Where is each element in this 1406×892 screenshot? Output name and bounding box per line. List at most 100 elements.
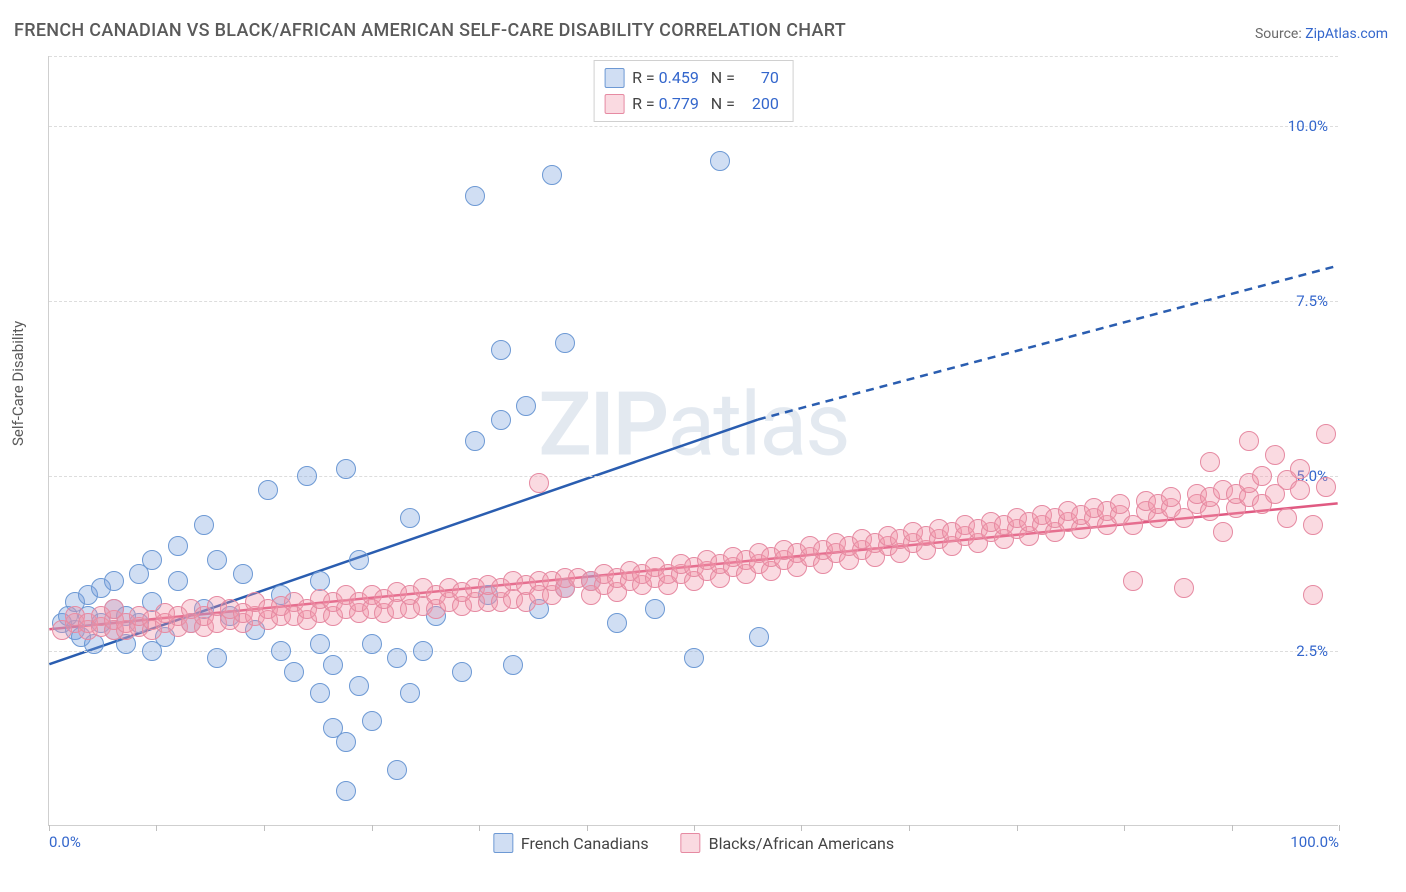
legend-swatch	[493, 833, 513, 853]
legend-swatch	[604, 94, 624, 114]
data-point	[684, 648, 704, 668]
trend-line-extrapolated	[758, 266, 1338, 420]
data-point	[1316, 477, 1336, 497]
data-point	[323, 655, 343, 675]
data-point	[387, 760, 407, 780]
data-point	[1316, 424, 1336, 444]
data-point	[271, 641, 291, 661]
source-prefix: Source:	[1255, 26, 1305, 42]
data-point	[452, 662, 472, 682]
data-point	[503, 655, 523, 675]
data-point	[142, 550, 162, 570]
y-tick-label: 10.0%	[1288, 117, 1328, 135]
data-point	[349, 676, 369, 696]
data-point	[362, 711, 382, 731]
data-point	[491, 340, 511, 360]
x-tick-mark	[801, 825, 802, 831]
x-tick-mark	[479, 825, 480, 831]
data-point	[310, 634, 330, 654]
data-point	[104, 571, 124, 591]
x-tick-mark	[587, 825, 588, 831]
data-point	[645, 599, 665, 619]
data-point	[1110, 494, 1130, 514]
data-point	[1290, 480, 1310, 500]
gridline	[49, 301, 1338, 302]
x-tick-mark	[694, 825, 695, 831]
x-tick-label: 100.0%	[1290, 833, 1339, 851]
data-point	[1161, 487, 1181, 507]
x-tick-mark	[372, 825, 373, 831]
legend-label: Blacks/African Americans	[709, 834, 895, 853]
data-point	[1200, 452, 1220, 472]
data-point	[1252, 466, 1272, 486]
data-point	[297, 466, 317, 486]
data-point	[310, 683, 330, 703]
watermark-bold: ZIP	[538, 374, 667, 477]
data-point	[1239, 431, 1259, 451]
x-tick-label: 0.0%	[49, 833, 81, 851]
x-tick-mark	[264, 825, 265, 831]
chart-title: FRENCH CANADIAN VS BLACK/AFRICAN AMERICA…	[14, 20, 846, 41]
legend-item: Blacks/African Americans	[681, 833, 895, 853]
legend-series: French Canadians Blacks/African Americans	[493, 833, 894, 853]
plot-area: ZIPatlas R = 0.459 N = 70R = 0.779 N = 2…	[48, 56, 1338, 826]
data-point	[387, 648, 407, 668]
data-point	[168, 536, 188, 556]
data-point	[749, 627, 769, 647]
data-point	[465, 186, 485, 206]
x-tick-mark	[1232, 825, 1233, 831]
x-tick-mark	[156, 825, 157, 831]
gridline	[49, 56, 1338, 57]
data-point	[491, 410, 511, 430]
data-point	[258, 480, 278, 500]
watermark-rest: atlas	[667, 374, 848, 477]
data-point	[1290, 459, 1310, 479]
source-link[interactable]: ZipAtlas.com	[1305, 26, 1388, 42]
x-tick-mark	[49, 825, 50, 831]
x-tick-mark	[909, 825, 910, 831]
x-tick-mark	[1339, 825, 1340, 831]
legend-swatch	[604, 68, 624, 88]
data-point	[284, 662, 304, 682]
data-point	[362, 634, 382, 654]
legend-stats: R = 0.779 N = 200	[632, 91, 779, 117]
data-point	[1303, 585, 1323, 605]
data-point	[1277, 508, 1297, 528]
x-tick-mark	[1017, 825, 1018, 831]
watermark: ZIPatlas	[538, 374, 848, 477]
data-point	[168, 571, 188, 591]
x-tick-mark	[1124, 825, 1125, 831]
data-point	[207, 550, 227, 570]
data-point	[465, 431, 485, 451]
data-point	[349, 550, 369, 570]
gridline	[49, 476, 1338, 477]
legend-label: French Canadians	[521, 834, 649, 853]
data-point	[1174, 578, 1194, 598]
data-point	[710, 151, 730, 171]
data-point	[1303, 515, 1323, 535]
data-point	[400, 508, 420, 528]
data-point	[207, 648, 227, 668]
data-point	[1213, 522, 1233, 542]
data-point	[194, 515, 214, 535]
data-point	[1265, 445, 1285, 465]
y-tick-label: 2.5%	[1296, 642, 1328, 660]
data-point	[1123, 571, 1143, 591]
data-point	[607, 613, 627, 633]
data-point	[529, 473, 549, 493]
legend-item: French Canadians	[493, 833, 649, 853]
legend-swatch	[681, 833, 701, 853]
data-point	[336, 781, 356, 801]
legend-correlation: R = 0.459 N = 70R = 0.779 N = 200	[593, 60, 794, 122]
gridline	[49, 126, 1338, 127]
y-axis-label: Self-Care Disability	[9, 321, 27, 446]
data-point	[233, 564, 253, 584]
data-point	[400, 683, 420, 703]
trend-lines-svg	[49, 56, 1338, 825]
legend-row: R = 0.459 N = 70	[604, 65, 779, 91]
legend-stats: R = 0.459 N = 70	[632, 65, 779, 91]
data-point	[413, 641, 433, 661]
data-point	[555, 333, 575, 353]
data-point	[516, 396, 536, 416]
y-tick-label: 7.5%	[1296, 292, 1328, 310]
